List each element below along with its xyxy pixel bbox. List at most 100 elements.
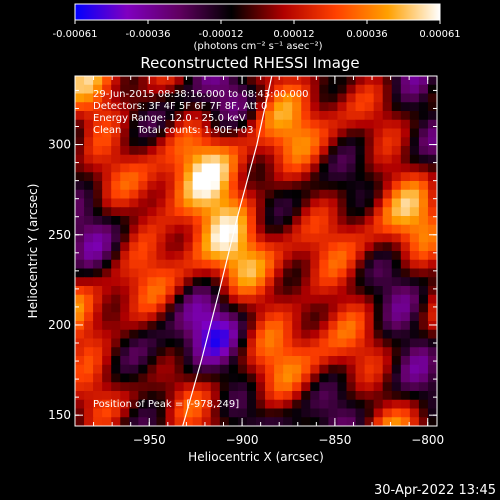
heatmap-cell: [274, 163, 284, 173]
heatmap-cell: [337, 216, 348, 226]
heatmap-cell: [382, 189, 393, 200]
heatmap-cell: [355, 76, 366, 86]
heatmap-cell: [319, 172, 329, 182]
heatmap-cell: [219, 198, 230, 208]
heatmap-cell: [409, 268, 420, 278]
heatmap-cell: [201, 198, 212, 208]
heatmap-cell: [292, 408, 302, 418]
heatmap-cell: [120, 312, 130, 322]
heatmap-cell: [346, 286, 357, 296]
heatmap-cell: [418, 251, 429, 261]
heatmap-cell: [409, 119, 420, 130]
heatmap-cell: [427, 417, 437, 426]
heatmap-cell: [337, 312, 348, 322]
heatmap-cell: [283, 399, 293, 410]
heatmap-cell: [409, 198, 420, 208]
heatmap-cell: [228, 216, 239, 226]
heatmap-cell: [337, 84, 348, 95]
heatmap-cell: [228, 251, 239, 261]
heatmap-cell: [183, 373, 194, 383]
heatmap-cell: [310, 224, 320, 235]
heatmap-cell: [391, 102, 402, 112]
heatmap-cell: [274, 102, 284, 112]
heatmap-cell: [319, 294, 329, 305]
heatmap-cell: [156, 207, 167, 217]
heatmap-cell: [283, 347, 293, 357]
heatmap-cell: [400, 198, 411, 208]
heatmap-cell: [391, 373, 402, 383]
heatmap-cell: [111, 259, 121, 270]
heatmap-cell: [237, 259, 248, 270]
heatmap-cell: [219, 224, 230, 235]
heatmap-cell: [328, 128, 339, 138]
heatmap-cell: [165, 119, 176, 130]
heatmap-cell: [228, 347, 239, 357]
heatmap-cell: [256, 347, 266, 357]
heatmap-cell: [93, 128, 103, 138]
heatmap-cell: [84, 181, 94, 191]
heatmap-cell: [75, 233, 85, 243]
heatmap-cell: [174, 286, 185, 296]
heatmap-cell: [93, 259, 103, 270]
heatmap-cell: [210, 277, 221, 287]
heatmap-cell: [84, 382, 94, 392]
heatmap-cell: [265, 303, 275, 313]
heatmap-cell: [382, 373, 393, 383]
heatmap-cell: [120, 268, 130, 278]
heatmap-cell: [210, 251, 221, 261]
heatmap-cell: [174, 329, 185, 340]
heatmap-cell: [75, 364, 85, 375]
heatmap-cell: [165, 251, 176, 261]
heatmap-cell: [219, 93, 230, 103]
heatmap-cell: [210, 102, 221, 112]
heatmap-cell: [400, 364, 411, 375]
heatmap-cell: [93, 251, 103, 261]
heatmap-cell: [93, 76, 103, 86]
heatmap-cell: [355, 286, 366, 296]
heatmap-cell: [156, 93, 167, 103]
heatmap-cell: [391, 128, 402, 138]
heatmap-cell: [201, 268, 212, 278]
heatmap-cell: [192, 347, 203, 357]
heatmap-cell: [165, 329, 176, 340]
heatmap-cell: [265, 329, 275, 340]
heatmap-cell: [427, 321, 437, 331]
heatmap-cell: [310, 303, 320, 313]
heatmap-cell: [292, 163, 302, 173]
heatmap-cell: [346, 294, 357, 305]
heatmap-cell: [391, 76, 402, 86]
heatmap-cell: [409, 76, 420, 86]
heatmap-cell: [228, 84, 239, 95]
heatmap-cell: [183, 216, 194, 226]
heatmap-cell: [355, 216, 366, 226]
y-axis-label: Heliocentric Y (arcsec): [26, 184, 40, 319]
heatmap-cell: [93, 347, 103, 357]
heatmap-cell: [129, 373, 139, 383]
heatmap-cell: [165, 137, 176, 147]
plot-frame: [74, 75, 438, 427]
heatmap-cell: [346, 356, 357, 366]
heatmap-cell: [120, 408, 130, 418]
colorbar-tick-label: -0.00061: [53, 29, 98, 40]
heatmap-cell: [156, 277, 167, 287]
heatmap-cell: [129, 268, 139, 278]
heatmap-cell: [111, 111, 121, 121]
heatmap-cell: [219, 391, 230, 401]
heatmap-cell: [319, 312, 329, 322]
heatmap-cell: [120, 242, 130, 252]
heatmap-cell: [201, 154, 212, 165]
heatmap-cell: [292, 216, 302, 226]
heatmap-cell: [427, 207, 437, 217]
heatmap-cell: [192, 119, 203, 130]
heatmap-cell: [256, 76, 266, 86]
heatmap-cell: [364, 224, 375, 235]
heatmap-cell: [355, 146, 366, 156]
heatmap-cell: [246, 189, 257, 200]
heatmap-cell: [156, 137, 167, 147]
heatmap-cell: [301, 294, 311, 305]
heatmap-cell: [283, 382, 293, 392]
heatmap-cell: [111, 286, 121, 296]
heatmap-cell: [192, 408, 203, 418]
heatmap-cell: [165, 347, 176, 357]
heatmap-cell: [75, 119, 85, 130]
